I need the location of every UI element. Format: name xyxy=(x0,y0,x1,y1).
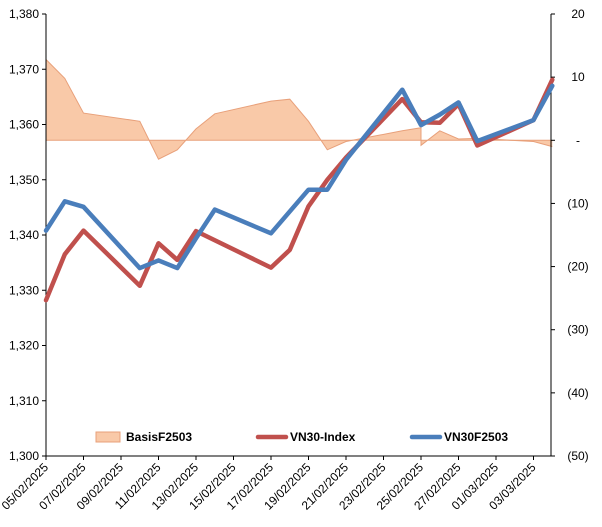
basis-area-edge xyxy=(45,59,553,160)
basis-area-layer xyxy=(45,59,553,160)
legend: BasisF2503 VN30-Index VN30F2503 xyxy=(95,430,508,444)
left-axis-tick-label: 1,310 xyxy=(9,394,39,408)
left-axis-tick-label: 1,300 xyxy=(9,449,39,463)
right-axis-tick-label: (30) xyxy=(567,323,588,337)
right-axis-tick-label: 10 xyxy=(571,70,585,84)
right-axis-tick-label: - xyxy=(576,133,580,147)
right-axis-tick-label: (40) xyxy=(567,386,588,400)
legend-label: VN30F2503 xyxy=(444,430,508,444)
left-axis-tick-label: 1,350 xyxy=(9,173,39,187)
right-axis-tick-label: (10) xyxy=(567,196,588,210)
right-axis-tick-label: 20 xyxy=(571,7,585,21)
left-axis-tick-label: 1,370 xyxy=(9,62,39,76)
basis-area xyxy=(46,59,553,160)
legend-label: BasisF2503 xyxy=(126,430,192,444)
left-axis-tick-label: 1,330 xyxy=(9,283,39,297)
series-line-1 xyxy=(43,83,555,271)
left-axis-tick-label: 1,320 xyxy=(9,339,39,353)
left-axis-tick-label: 1,360 xyxy=(9,118,39,132)
right-axis-tick-label: (20) xyxy=(567,260,588,274)
left-axis-tick-label: 1,340 xyxy=(9,228,39,242)
right-axis-tick-label: (50) xyxy=(567,449,588,463)
left-axis-tick-label: 1,380 xyxy=(9,7,39,21)
legend-swatch-area xyxy=(95,431,121,443)
legend-label: VN30-Index xyxy=(290,430,356,444)
lines-layer xyxy=(43,77,555,303)
